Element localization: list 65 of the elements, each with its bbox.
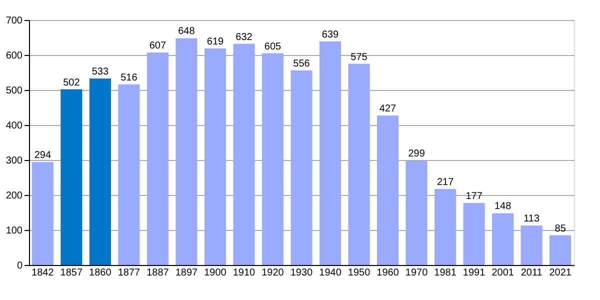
bar	[520, 225, 542, 265]
y-tick-label: 200	[6, 190, 23, 202]
data-label: 113	[524, 213, 540, 224]
data-label: 632	[236, 32, 253, 43]
x-tick-label: 2011	[520, 268, 543, 278]
data-label: 556	[293, 58, 310, 70]
bar	[434, 189, 456, 265]
data-label: 533	[92, 66, 109, 78]
y-tick-label: 600	[6, 50, 23, 62]
data-label: 607	[149, 40, 166, 52]
x-tick-label: 1857	[60, 268, 83, 278]
data-label: 648	[178, 26, 196, 38]
bar	[233, 44, 255, 265]
data-label: 85	[554, 223, 566, 234]
data-label: 516	[120, 72, 138, 84]
data-label: 639	[322, 29, 340, 40]
data-label: 619	[206, 36, 224, 48]
bar	[492, 213, 514, 265]
y-tick-label: 500	[6, 86, 23, 96]
data-label: 294	[34, 150, 52, 162]
bar	[89, 78, 111, 265]
bar	[204, 48, 226, 265]
x-tick-label: 1991	[462, 268, 486, 278]
x-tick-label: 1930	[290, 268, 314, 278]
data-label: 148	[494, 201, 512, 212]
x-tick-label: 1960	[376, 268, 400, 278]
x-tick-label: 1877	[118, 268, 140, 278]
x-tick-label: 1900	[204, 268, 227, 278]
bar	[32, 162, 54, 265]
data-label: 502	[63, 77, 80, 88]
y-tick-label: 100	[6, 226, 23, 236]
bar	[376, 116, 399, 265]
data-label: 605	[264, 41, 282, 52]
x-tick-label: 1842	[32, 268, 54, 278]
x-tick-label: 1950	[348, 268, 371, 278]
data-label: 299	[408, 148, 426, 160]
x-tick-label: 1897	[175, 268, 198, 278]
bar	[463, 203, 485, 265]
x-tick-label: 2001	[492, 268, 514, 278]
x-tick-label: 1887	[146, 268, 170, 278]
bar	[290, 70, 312, 265]
bar	[60, 89, 82, 265]
x-tick-label: 1910	[232, 268, 256, 278]
data-label: 427	[379, 104, 397, 115]
bar	[406, 160, 428, 265]
y-tick-label: 300	[6, 156, 23, 166]
bar	[262, 53, 284, 265]
data-label: 575	[350, 52, 368, 63]
x-tick-label: 1970	[405, 268, 428, 278]
y-tick-label: 0	[16, 260, 23, 272]
bar	[550, 235, 572, 265]
y-tick-label: 400	[6, 120, 23, 132]
bar	[118, 84, 140, 265]
bar	[348, 64, 370, 265]
x-tick-label: 1940	[319, 268, 342, 278]
bar	[146, 52, 168, 265]
y-tick-label: 700	[6, 16, 23, 26]
x-tick-label: 1860	[89, 268, 112, 278]
bar	[319, 41, 342, 265]
bar	[176, 38, 198, 265]
data-label: 217	[436, 177, 454, 188]
x-tick-label: 1981	[434, 268, 457, 278]
data-label: 177	[466, 191, 483, 202]
x-tick-label: 2021	[549, 268, 572, 278]
x-tick-label: 1920	[262, 268, 284, 278]
